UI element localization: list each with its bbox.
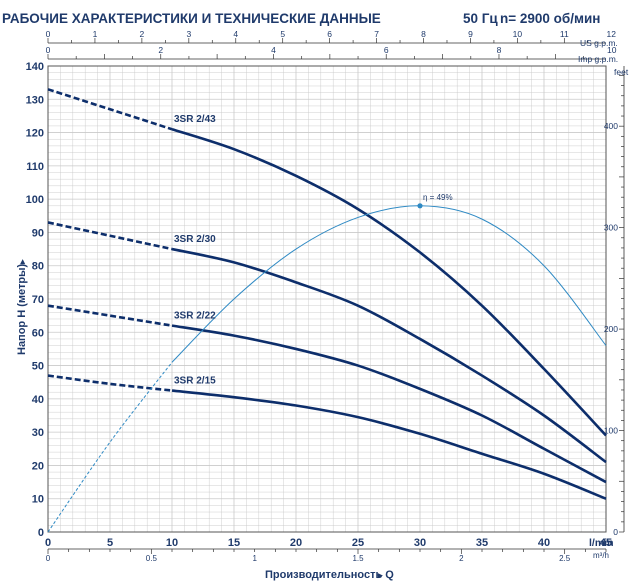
y-tick-label: 50 [32,361,44,373]
imp-gpm-tick-label: 4 [271,45,276,55]
m3h-tick-label: 1 [252,554,257,563]
feet-tick-label: 300 [604,223,618,233]
series-3sr-2-15-line [171,389,607,500]
series-label: 3SR 2/22 [174,311,216,322]
y-tick-label: 70 [32,294,44,306]
x-tick-label: 35 [476,537,488,549]
imp-gpm-tick-label: 6 [384,45,389,55]
x-tick-label: 5 [107,537,113,549]
m3h-tick-label: 1.5 [352,554,364,563]
m3h-tick-label: 0 [46,554,51,563]
us-gpm-tick-label: 9 [468,29,473,39]
y-tick-label: 20 [32,460,44,472]
y-tick-label: 80 [32,261,44,273]
us-gpm-tick-label: 12 [607,29,617,39]
y-tick-label: 0 [38,527,44,539]
us-gpm-tick-label: 5 [280,29,285,39]
x-tick-label: 10 [166,537,178,549]
curves [47,88,607,533]
series-3sr-2-22-line [171,324,607,484]
feet-tick-label: 200 [604,324,618,334]
x-tick-label: 15 [228,537,240,549]
plot-frame [47,65,607,533]
y-tick-label: 10 [32,494,44,506]
y-axis-arrow: ▸ [17,259,27,265]
series-3sr-2-30-line [171,247,607,464]
x-tick-label: 0 [45,537,51,549]
us-gpm-unit-label: US g.p.m. [580,38,618,48]
us-gpm-tick-label: 4 [233,29,238,39]
imp-gpm-tick-label: 2 [158,45,163,55]
series-label: 3SR 2/30 [174,234,216,245]
lmin-unit-label: l/min [589,537,614,549]
us-gpm-tick-label: 8 [421,29,426,39]
y-axis-label: Напор H (метры) [16,264,28,355]
y-tick-label: 110 [26,161,44,173]
feet-tick-label: 0 [613,527,618,537]
us-gpm-tick-label: 11 [560,29,569,39]
us-gpm-tick-label: 2 [140,29,145,39]
y-tick-label: 40 [32,394,44,406]
x-tick-label: 40 [538,537,550,549]
y-tick-label: 30 [32,427,44,439]
speed-label: n= 2900 об/мин [500,11,600,26]
series-3sr-2-30-dashed [47,221,173,251]
chart-title: РАБОЧИЕ ХАРАКТЕРИСТИКИ И ТЕХНИЧЕСКИЕ ДАН… [2,11,381,26]
us-gpm-tick-label: 7 [374,29,379,39]
us-gpm-tick-label: 3 [186,29,191,39]
x-axis-label: Производительность Q [265,569,394,581]
axes: 0 5 10 15 20 25 30 35 40 450102030405060708090100… [26,29,625,563]
x-tick-label: 25 [352,537,364,549]
x-axis-arrow: ▸ [377,570,383,580]
us-gpm-tick-label: 6 [327,29,332,39]
series-efficiency-dashed [47,361,173,533]
series-efficiency-line [171,205,607,363]
x-tick-label: 30 [414,537,426,549]
m3h-tick-label: 2 [459,554,464,563]
series-3sr-2-43-line [171,128,607,437]
feet-tick-label: 100 [604,426,618,436]
frequency-label: 50 Гц [463,11,498,26]
us-gpm-tick-label: 0 [46,29,51,39]
series-3sr-2-22-dashed [47,304,173,327]
series-3sr-2-43-dashed [47,88,173,131]
y-tick-label: 130 [26,94,44,106]
x-tick-label: 45 [600,537,612,549]
us-gpm-tick-label: 10 [513,29,523,39]
y-tick-label: 100 [26,194,44,206]
feet-tick-label: 400 [604,121,618,131]
y-tick-label: 140 [26,61,44,73]
y-tick-label: 90 [32,227,44,239]
m3h-tick-label: 0.5 [146,554,158,563]
efficiency-peak-marker [417,203,423,209]
imp-gpm-tick-label: 8 [497,45,502,55]
m3h-tick-label: 2.5 [559,554,571,563]
m3h-unit-label: m³/h [593,551,609,560]
us-gpm-tick-label: 1 [93,29,98,39]
series-3sr-2-15-dashed [47,374,173,392]
curve-labels: 3SR 2/43 3SR 2/30 3SR 2/22 3SR 2/15 η = 49% [174,114,453,386]
efficiency-annotation: η = 49% [423,193,453,202]
grid [47,65,607,533]
series-label: 3SR 2/15 [174,376,216,387]
imp-gpm-tick-label: 10 [607,45,617,55]
imp-gpm-unit-label: Imp g.p.m. [578,54,618,64]
series-label: 3SR 2/43 [174,114,216,125]
feet-unit-label: feet [614,67,629,77]
y-tick-label: 60 [32,327,44,339]
imp-gpm-tick-label: 0 [46,45,51,55]
x-tick-label: 20 [290,537,302,549]
y-tick-label: 120 [26,128,44,140]
